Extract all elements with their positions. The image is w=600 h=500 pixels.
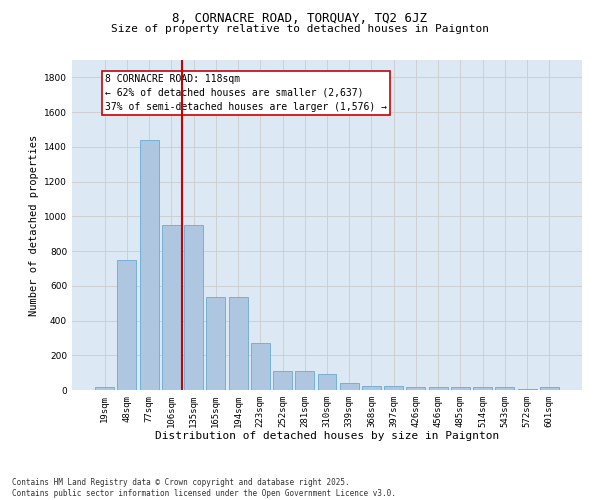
Bar: [229, 297, 248, 390]
Bar: [184, 225, 203, 390]
Bar: [518, 389, 536, 390]
Bar: [95, 386, 114, 390]
Bar: [429, 388, 448, 390]
X-axis label: Distribution of detached houses by size in Paignton: Distribution of detached houses by size …: [155, 432, 499, 442]
Bar: [473, 386, 492, 390]
Bar: [540, 388, 559, 390]
Text: 8 CORNACRE ROAD: 118sqm
← 62% of detached houses are smaller (2,637)
37% of semi: 8 CORNACRE ROAD: 118sqm ← 62% of detache…: [105, 74, 387, 112]
Bar: [206, 297, 225, 390]
Text: 8, CORNACRE ROAD, TORQUAY, TQ2 6JZ: 8, CORNACRE ROAD, TORQUAY, TQ2 6JZ: [173, 12, 427, 26]
Bar: [295, 371, 314, 390]
Text: Size of property relative to detached houses in Paignton: Size of property relative to detached ho…: [111, 24, 489, 34]
Bar: [273, 371, 292, 390]
Bar: [496, 388, 514, 390]
Bar: [384, 386, 403, 390]
Bar: [340, 383, 359, 390]
Bar: [251, 343, 270, 390]
Bar: [451, 388, 470, 390]
Text: Contains HM Land Registry data © Crown copyright and database right 2025.
Contai: Contains HM Land Registry data © Crown c…: [12, 478, 396, 498]
Bar: [162, 225, 181, 390]
Bar: [140, 140, 158, 390]
Bar: [317, 374, 337, 390]
Bar: [362, 386, 381, 390]
Bar: [406, 388, 425, 390]
Y-axis label: Number of detached properties: Number of detached properties: [29, 134, 38, 316]
Bar: [118, 260, 136, 390]
